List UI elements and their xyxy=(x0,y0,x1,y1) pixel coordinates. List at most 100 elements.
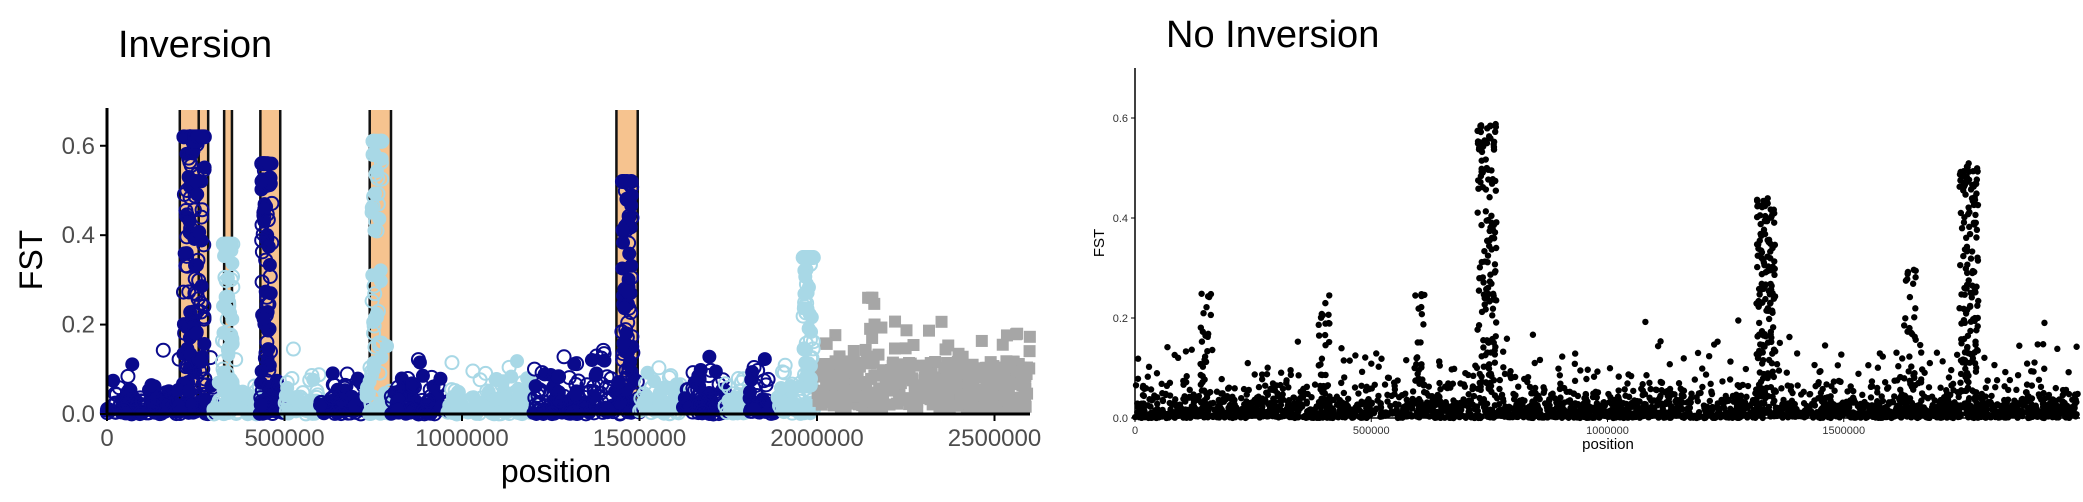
data-point xyxy=(1418,361,1425,368)
data-point xyxy=(798,370,814,386)
data-point xyxy=(367,339,383,355)
data-point xyxy=(1839,399,1846,406)
data-point xyxy=(1760,343,1767,350)
data-point xyxy=(2041,319,2048,327)
data-point xyxy=(1910,266,1918,274)
inversion-axes: 0 500000 1000000 1500000 2000000 25000000.00.… xyxy=(62,108,1041,452)
data-point xyxy=(1873,384,1881,392)
data-point xyxy=(1758,249,1766,256)
data-point xyxy=(1687,395,1695,402)
data-point xyxy=(1757,411,1764,419)
data-point xyxy=(1566,397,1574,404)
data-point xyxy=(1583,375,1590,383)
y-tick-label: 0.0 xyxy=(62,401,95,428)
data-point xyxy=(1403,356,1410,364)
data-point xyxy=(819,358,832,371)
data-point xyxy=(1448,366,1455,373)
data-point xyxy=(1984,377,1991,384)
data-point xyxy=(1821,342,1829,349)
data-point xyxy=(702,349,717,364)
y-tick-label: 0.4 xyxy=(62,222,95,249)
data-point xyxy=(1000,329,1013,342)
data-point xyxy=(1972,219,1980,226)
data-point xyxy=(1496,385,1503,393)
data-point xyxy=(1404,400,1411,408)
data-point xyxy=(1754,263,1761,271)
data-point xyxy=(805,334,821,350)
data-point xyxy=(624,258,639,273)
data-point xyxy=(260,228,275,243)
data-point xyxy=(758,377,774,393)
data-point xyxy=(1937,384,1944,391)
data-point xyxy=(1952,409,1960,416)
data-point xyxy=(1925,384,1933,391)
data-point xyxy=(1540,384,1547,391)
data-point xyxy=(1492,343,1499,351)
data-point xyxy=(1482,186,1490,193)
data-point xyxy=(2065,368,2072,376)
data-point xyxy=(284,370,300,386)
data-point xyxy=(1624,380,1631,387)
data-point xyxy=(1341,374,1348,381)
data-point xyxy=(750,362,766,378)
data-point xyxy=(1747,409,1754,416)
data-point xyxy=(1643,372,1650,379)
data-point xyxy=(1186,386,1193,394)
data-point xyxy=(1274,392,1281,400)
data-point xyxy=(743,385,758,400)
data-point xyxy=(1992,383,1999,391)
data-point xyxy=(916,379,929,392)
data-point xyxy=(1556,372,1564,379)
data-point xyxy=(1758,360,1766,367)
data-point xyxy=(1817,389,1825,397)
data-point xyxy=(1911,314,1918,321)
data-point xyxy=(1255,383,1263,391)
data-point xyxy=(2071,401,2078,409)
data-point xyxy=(1694,397,1701,405)
x-axis-label: position xyxy=(501,453,611,489)
data-point xyxy=(1147,386,1155,393)
data-point xyxy=(1432,413,1439,421)
data-point xyxy=(622,174,637,189)
data-point xyxy=(1911,370,1918,377)
data-point xyxy=(364,293,380,309)
data-point xyxy=(1478,148,1486,156)
data-point xyxy=(225,312,240,327)
data-point xyxy=(1691,376,1699,383)
data-point xyxy=(1749,399,1756,406)
data-point xyxy=(1889,398,1897,406)
data-point xyxy=(465,363,481,379)
data-point xyxy=(1587,413,1594,421)
data-point xyxy=(1259,399,1266,407)
data-point xyxy=(179,207,195,223)
data-point xyxy=(107,404,123,420)
data-point xyxy=(1374,397,1381,404)
data-point xyxy=(1974,323,1981,330)
data-point xyxy=(489,372,504,387)
data-point xyxy=(326,388,342,404)
data-point xyxy=(1338,379,1345,387)
data-point xyxy=(2041,365,2048,372)
data-point xyxy=(1962,173,1969,180)
data-point xyxy=(1764,195,1771,202)
data-point xyxy=(1772,404,1780,411)
data-point xyxy=(1716,405,1723,413)
data-point xyxy=(1893,349,1900,356)
data-point xyxy=(866,291,879,304)
data-point xyxy=(868,318,881,331)
data-point xyxy=(1771,271,1778,279)
data-point xyxy=(1768,338,1775,346)
data-point xyxy=(1262,410,1269,417)
data-point xyxy=(1974,314,1981,322)
data-point xyxy=(1902,394,1909,401)
data-point xyxy=(1478,157,1485,164)
data-point xyxy=(1515,403,1523,410)
data-point xyxy=(888,342,901,355)
data-point xyxy=(229,392,245,408)
data-point xyxy=(1966,359,1973,366)
data-point xyxy=(1186,394,1193,401)
data-point xyxy=(1438,404,1445,411)
data-point xyxy=(2028,368,2035,375)
data-point xyxy=(1408,405,1415,412)
data-point xyxy=(1398,391,1406,399)
